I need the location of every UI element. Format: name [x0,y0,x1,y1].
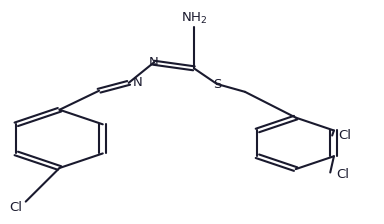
Text: NH$_2$: NH$_2$ [181,11,207,26]
Text: N: N [133,76,143,89]
Text: Cl: Cl [10,201,23,214]
Text: S: S [213,78,221,90]
Text: Cl: Cl [336,168,349,181]
Text: Cl: Cl [338,129,351,142]
Text: N: N [149,56,159,69]
